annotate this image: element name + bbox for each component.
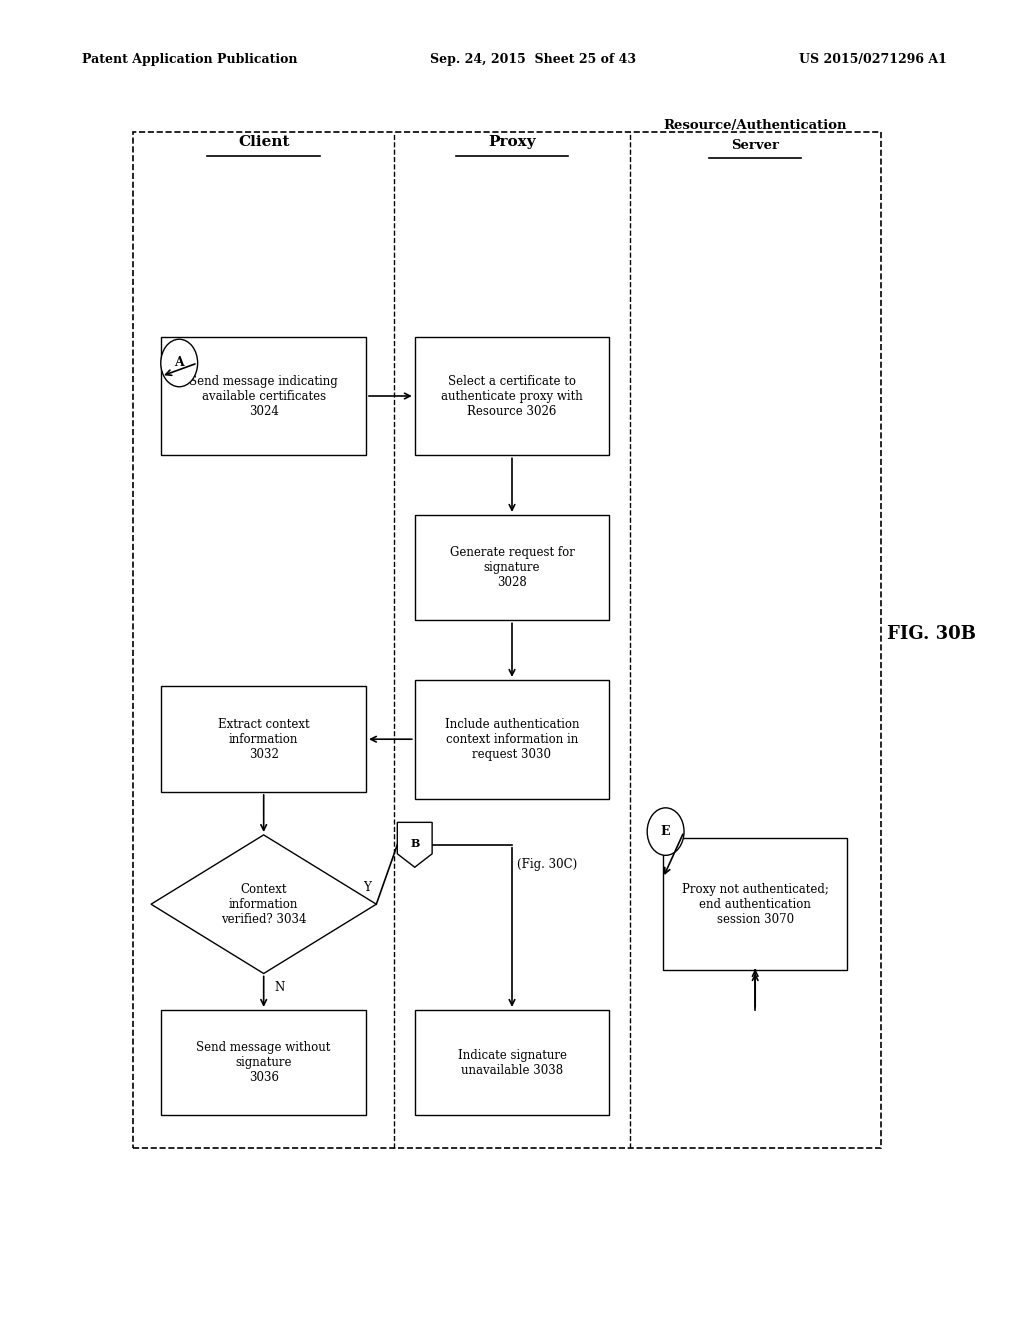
Text: Patent Application Publication: Patent Application Publication	[82, 53, 297, 66]
Text: Y: Y	[364, 880, 371, 894]
Text: Proxy: Proxy	[488, 135, 536, 149]
Text: US 2015/0271296 A1: US 2015/0271296 A1	[799, 53, 946, 66]
Text: Include authentication
context information in
request 3030: Include authentication context informati…	[444, 718, 580, 760]
Text: Extract context
information
3032: Extract context information 3032	[218, 718, 309, 760]
Text: Resource/Authentication: Resource/Authentication	[664, 119, 847, 132]
FancyBboxPatch shape	[162, 337, 367, 455]
Text: Send message indicating
available certificates
3024: Send message indicating available certif…	[189, 375, 338, 417]
FancyBboxPatch shape	[162, 1010, 367, 1115]
Text: FIG. 30B: FIG. 30B	[888, 624, 976, 643]
Circle shape	[161, 339, 198, 387]
FancyBboxPatch shape	[415, 680, 609, 799]
Text: Indicate signature
unavailable 3038: Indicate signature unavailable 3038	[458, 1048, 566, 1077]
FancyBboxPatch shape	[415, 1010, 609, 1115]
Text: (Fig. 30C): (Fig. 30C)	[517, 858, 578, 871]
Text: Proxy not authenticated;
end authentication
session 3070: Proxy not authenticated; end authenticat…	[682, 883, 828, 925]
Polygon shape	[152, 836, 377, 974]
Text: Select a certificate to
authenticate proxy with
Resource 3026: Select a certificate to authenticate pro…	[441, 375, 583, 417]
Text: Send message without
signature
3036: Send message without signature 3036	[197, 1041, 331, 1084]
Circle shape	[647, 808, 684, 855]
Text: Generate request for
signature
3028: Generate request for signature 3028	[450, 546, 574, 589]
Text: N: N	[274, 981, 285, 994]
Text: Server: Server	[731, 139, 779, 152]
Polygon shape	[397, 822, 432, 867]
FancyBboxPatch shape	[664, 838, 848, 970]
FancyBboxPatch shape	[415, 337, 609, 455]
Text: Client: Client	[238, 135, 290, 149]
Text: Sep. 24, 2015  Sheet 25 of 43: Sep. 24, 2015 Sheet 25 of 43	[430, 53, 636, 66]
FancyBboxPatch shape	[415, 515, 609, 620]
Text: Context
information
verified? 3034: Context information verified? 3034	[221, 883, 306, 925]
Text: B: B	[410, 838, 420, 849]
Text: E: E	[660, 825, 671, 838]
FancyBboxPatch shape	[162, 686, 367, 792]
Text: A: A	[174, 356, 184, 370]
